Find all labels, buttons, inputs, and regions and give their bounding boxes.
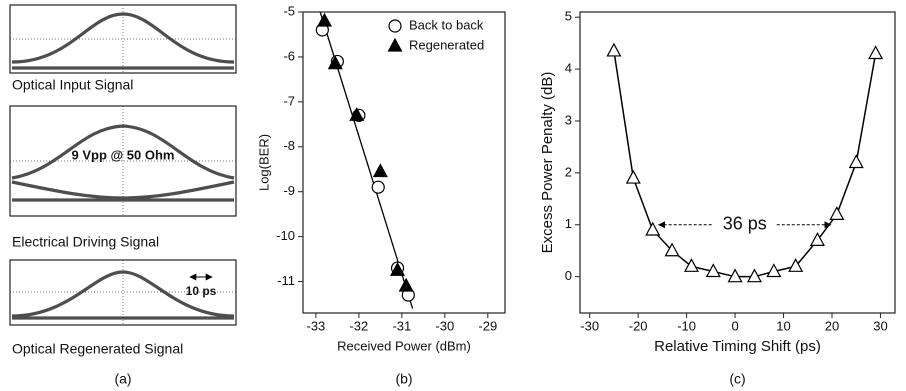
marker [869, 47, 882, 59]
plot-frame [580, 12, 895, 313]
caption: Electrical Driving Signal [12, 234, 159, 250]
y-tick-label: -11 [277, 273, 295, 288]
y-tick-label: 4 [565, 61, 572, 76]
x-tick-label: 0 [731, 318, 738, 333]
marker [646, 223, 659, 235]
y-tick-label: 1 [565, 216, 572, 231]
marker [685, 259, 698, 271]
y-tick-label: -10 [276, 228, 295, 243]
x-tick-label: 20 [825, 318, 839, 333]
marker [850, 156, 863, 168]
y-axis-title: Excess Power Penalty (dB) [539, 72, 556, 254]
legend-marker [389, 20, 401, 32]
marker [830, 207, 843, 219]
x-axis-title: Received Power (dBm) [337, 338, 471, 353]
x-tick-label: -32 [349, 318, 368, 333]
y-tick-label: -6 [283, 48, 295, 63]
legend-label: Back to back [409, 17, 484, 32]
caption: Optical Regenerated Signal [12, 341, 183, 357]
figure: Optical Input Signal 9 Vpp @ 50 Ohm Elec… [0, 0, 906, 391]
marker [372, 181, 384, 193]
x-tick-label: 30 [873, 318, 887, 333]
y-tick-label: 3 [565, 112, 572, 127]
y-tick-label: -9 [283, 183, 295, 198]
marker [607, 44, 620, 56]
x-tick-label: 10 [776, 318, 790, 333]
annotation: 9 Vpp @ 50 Ohm [72, 147, 175, 162]
x-tick-label: -30 [435, 318, 454, 333]
y-tick-label: -5 [283, 3, 295, 18]
y-axis-title: Log(BER) [256, 134, 271, 191]
x-axis-title: Relative Timing Shift (ps) [654, 338, 821, 355]
x-tick-label: -20 [629, 318, 648, 333]
y-tick-label: 5 [565, 9, 572, 24]
marker [374, 164, 387, 176]
y-tick-label: -7 [283, 93, 295, 108]
x-tick-label: -30 [580, 318, 599, 333]
x-tick-label: -29 [478, 318, 497, 333]
x-tick-label: -33 [306, 318, 325, 333]
panel-label: (c) [729, 371, 745, 387]
panel-a: Optical Input Signal 9 Vpp @ 50 Ohm Elec… [10, 5, 236, 387]
y-tick-label: 0 [565, 268, 572, 283]
y-tick-label: -8 [283, 138, 295, 153]
y-tick-label: 2 [565, 164, 572, 179]
legend-marker [389, 39, 402, 51]
x-tick-label: -10 [677, 318, 696, 333]
annotation: 10 ps [186, 284, 217, 298]
legend-label: Regenerated [409, 37, 484, 52]
x-tick-label: -31 [392, 318, 411, 333]
marker [400, 279, 413, 291]
annotation: 36 ps [723, 214, 767, 234]
caption: Optical Input Signal [12, 77, 133, 93]
series-line [614, 51, 876, 277]
panel-label: (a) [114, 371, 131, 387]
marker [318, 14, 331, 26]
marker [627, 171, 640, 183]
panel-label: (b) [395, 371, 412, 387]
